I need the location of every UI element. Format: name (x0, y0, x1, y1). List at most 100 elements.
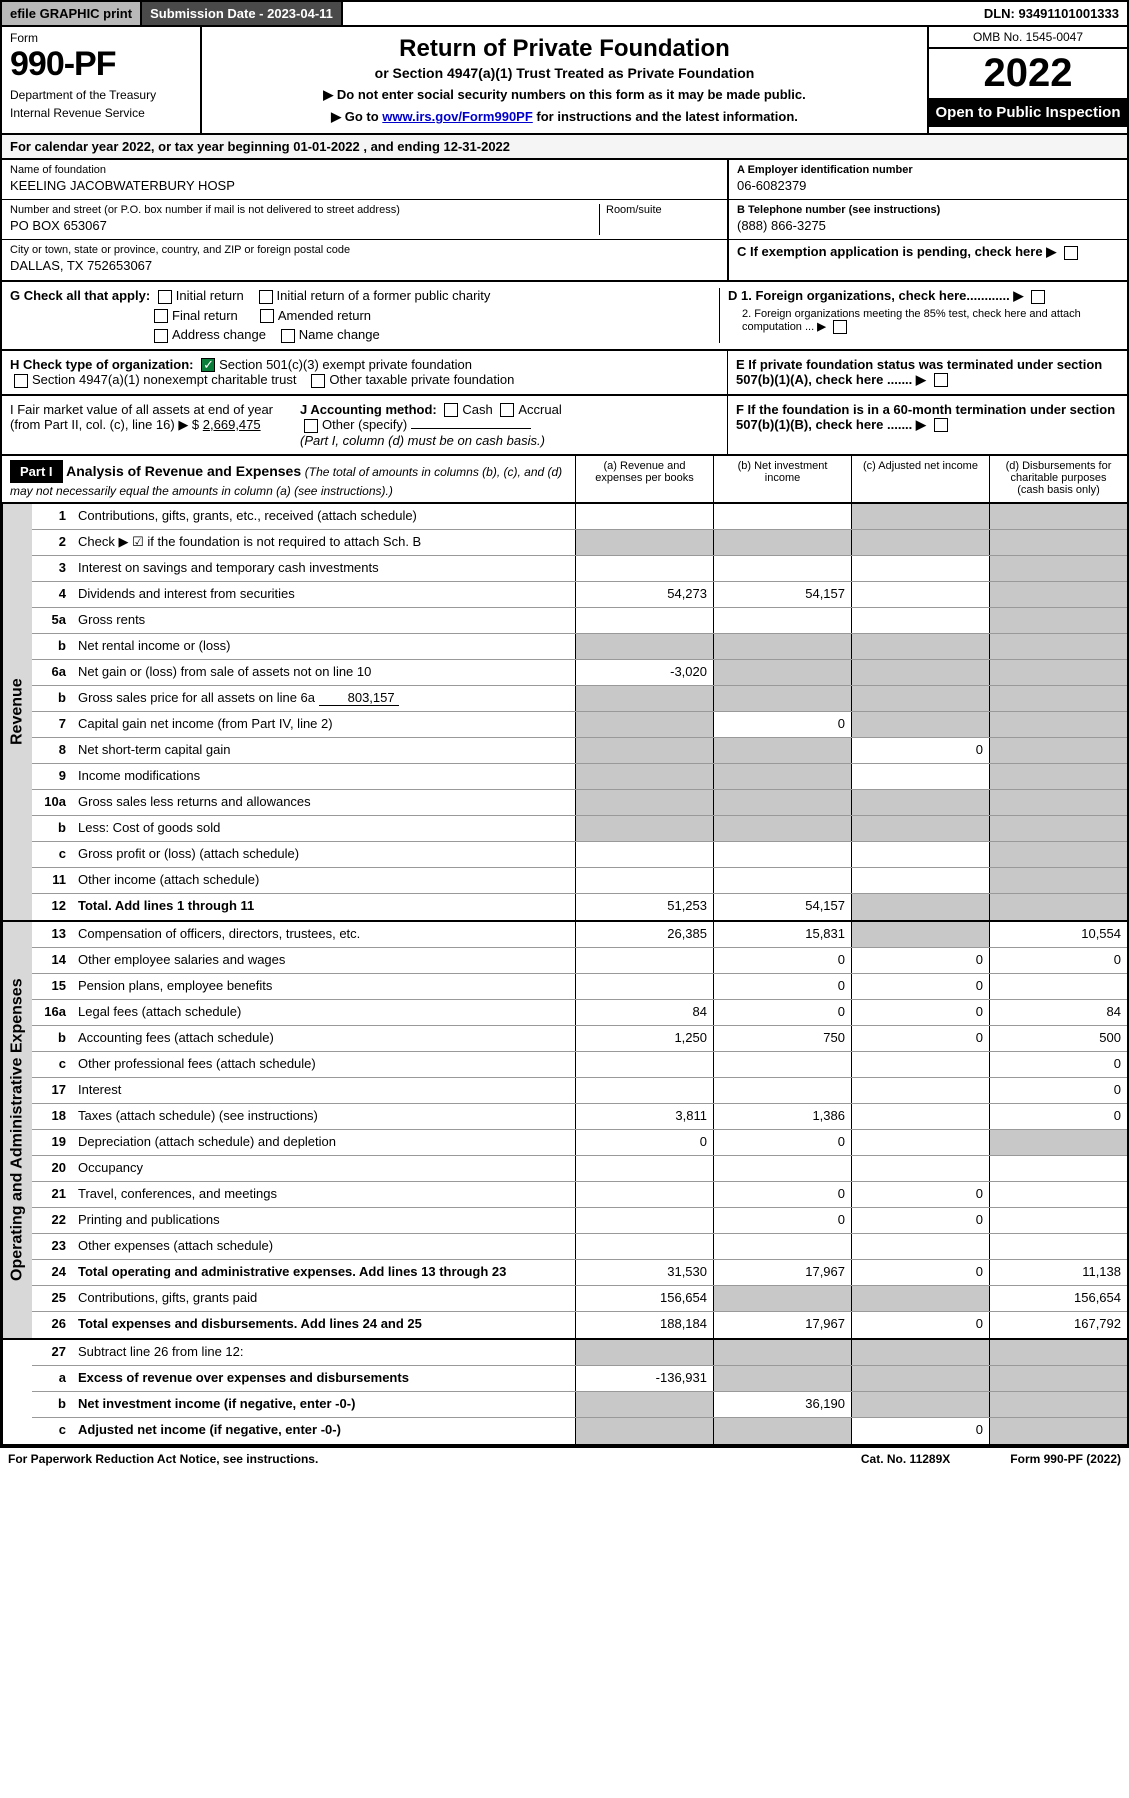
table-row: 9Income modifications (32, 764, 1127, 790)
cell-c (851, 764, 989, 789)
table-row: 4Dividends and interest from securities5… (32, 582, 1127, 608)
row-num: 21 (32, 1182, 72, 1207)
cell-d (989, 556, 1127, 581)
cell-d (989, 1418, 1127, 1444)
table-row: 14Other employee salaries and wages000 (32, 948, 1127, 974)
checkbox-accrual[interactable] (500, 403, 514, 417)
checkbox-e[interactable] (934, 373, 948, 387)
cell-d: 10,554 (989, 922, 1127, 947)
h-e-row: H Check type of organization: Section 50… (0, 351, 1129, 396)
ein: 06-6082379 (737, 178, 1119, 193)
cell-c (851, 1234, 989, 1259)
table-row: 6aNet gain or (loss) from sale of assets… (32, 660, 1127, 686)
checkbox-initial-former[interactable] (259, 290, 273, 304)
cell-c (851, 816, 989, 841)
table-row: 3Interest on savings and temporary cash … (32, 556, 1127, 582)
cell-c (851, 634, 989, 659)
checkbox-name-change[interactable] (281, 329, 295, 343)
table-row: cGross profit or (loss) (attach schedule… (32, 842, 1127, 868)
checkbox-d1[interactable] (1031, 290, 1045, 304)
cell-d (989, 530, 1127, 555)
checkbox-addr-change[interactable] (154, 329, 168, 343)
cell-c (851, 1130, 989, 1155)
footer-catno: Cat. No. 11289X (861, 1452, 950, 1466)
form-number: 990-PF (10, 45, 192, 84)
foundation-name-cell: Name of foundation KEELING JACOBWATERBUR… (2, 160, 727, 200)
fmv-value: 2,669,475 (203, 417, 261, 432)
row-num: 3 (32, 556, 72, 581)
cell-b (713, 868, 851, 893)
cell-b: 0 (713, 1208, 851, 1233)
checkbox-initial[interactable] (158, 290, 172, 304)
table-row: 8Net short-term capital gain0 (32, 738, 1127, 764)
checkbox-amended[interactable] (260, 309, 274, 323)
year-end: 12-31-2022 (444, 139, 511, 154)
row-desc: Other income (attach schedule) (72, 868, 575, 893)
checkbox-other-tax[interactable] (311, 374, 325, 388)
cell-d (989, 894, 1127, 920)
row-desc: Dividends and interest from securities (72, 582, 575, 607)
row-num: b (32, 686, 72, 711)
cell-a (575, 1208, 713, 1233)
cell-c (851, 894, 989, 920)
cell-a: 0 (575, 1130, 713, 1155)
row-desc: Pension plans, employee benefits (72, 974, 575, 999)
row-desc: Gross rents (72, 608, 575, 633)
part1-title: Analysis of Revenue and Expenses (66, 463, 301, 479)
cell-b: 0 (713, 712, 851, 737)
cell-b (713, 1052, 851, 1077)
row-desc: Adjusted net income (if negative, enter … (72, 1418, 575, 1444)
table-row: 15Pension plans, employee benefits00 (32, 974, 1127, 1000)
cell-b (713, 530, 851, 555)
cell-d (989, 1208, 1127, 1233)
revenue-section: Revenue 1Contributions, gifts, grants, e… (0, 504, 1129, 922)
row-desc: Net rental income or (loss) (72, 634, 575, 659)
year-block: OMB No. 1545-0047 2022 Open to Public In… (927, 27, 1127, 133)
checkbox-cash[interactable] (444, 403, 458, 417)
checkbox-4947[interactable] (14, 374, 28, 388)
cell-d (989, 686, 1127, 711)
col-b-head: (b) Net investment income (713, 456, 851, 502)
table-row: cOther professional fees (attach schedul… (32, 1052, 1127, 1078)
row-num: 16a (32, 1000, 72, 1025)
cell-a (575, 764, 713, 789)
cell-d (989, 1392, 1127, 1417)
checkbox-d2[interactable] (833, 320, 847, 334)
checkbox-other-method[interactable] (304, 419, 318, 433)
cell-b (713, 686, 851, 711)
dept-treasury: Department of the Treasury (10, 88, 192, 102)
table-row: 11Other income (attach schedule) (32, 868, 1127, 894)
cell-a (575, 1392, 713, 1417)
cell-d (989, 974, 1127, 999)
form-title: Return of Private Foundation (210, 35, 919, 63)
cell-a: 54,273 (575, 582, 713, 607)
cell-a (575, 816, 713, 841)
cell-d: 0 (989, 1052, 1127, 1077)
row-num: 11 (32, 868, 72, 893)
cell-b (713, 738, 851, 763)
g-row: G Check all that apply: Initial return I… (10, 288, 719, 304)
instructions-link[interactable]: www.irs.gov/Form990PF (382, 109, 533, 124)
row-desc: Net investment income (if negative, ente… (72, 1392, 575, 1417)
cell-d (989, 1156, 1127, 1181)
row-desc: Less: Cost of goods sold (72, 816, 575, 841)
row-desc: Gross sales less returns and allowances (72, 790, 575, 815)
checkbox-c[interactable] (1064, 246, 1078, 260)
cell-a (575, 1418, 713, 1444)
ein-cell: A Employer identification number 06-6082… (729, 160, 1127, 200)
checkbox-501c3[interactable] (201, 358, 215, 372)
checkbox-f[interactable] (934, 418, 948, 432)
form-note-2: ▶ Go to www.irs.gov/Form990PF for instru… (210, 109, 919, 125)
row-num: 26 (32, 1312, 72, 1338)
checkbox-final[interactable] (154, 309, 168, 323)
row-desc: Subtract line 26 from line 12: (72, 1340, 575, 1365)
cell-a (575, 634, 713, 659)
table-row: aExcess of revenue over expenses and dis… (32, 1366, 1127, 1392)
cell-a: 1,250 (575, 1026, 713, 1051)
cell-c (851, 686, 989, 711)
row-desc: Travel, conferences, and meetings (72, 1182, 575, 1207)
cell-a (575, 974, 713, 999)
city-cell: City or town, state or province, country… (2, 240, 727, 280)
row-num: 2 (32, 530, 72, 555)
cell-b (713, 660, 851, 685)
